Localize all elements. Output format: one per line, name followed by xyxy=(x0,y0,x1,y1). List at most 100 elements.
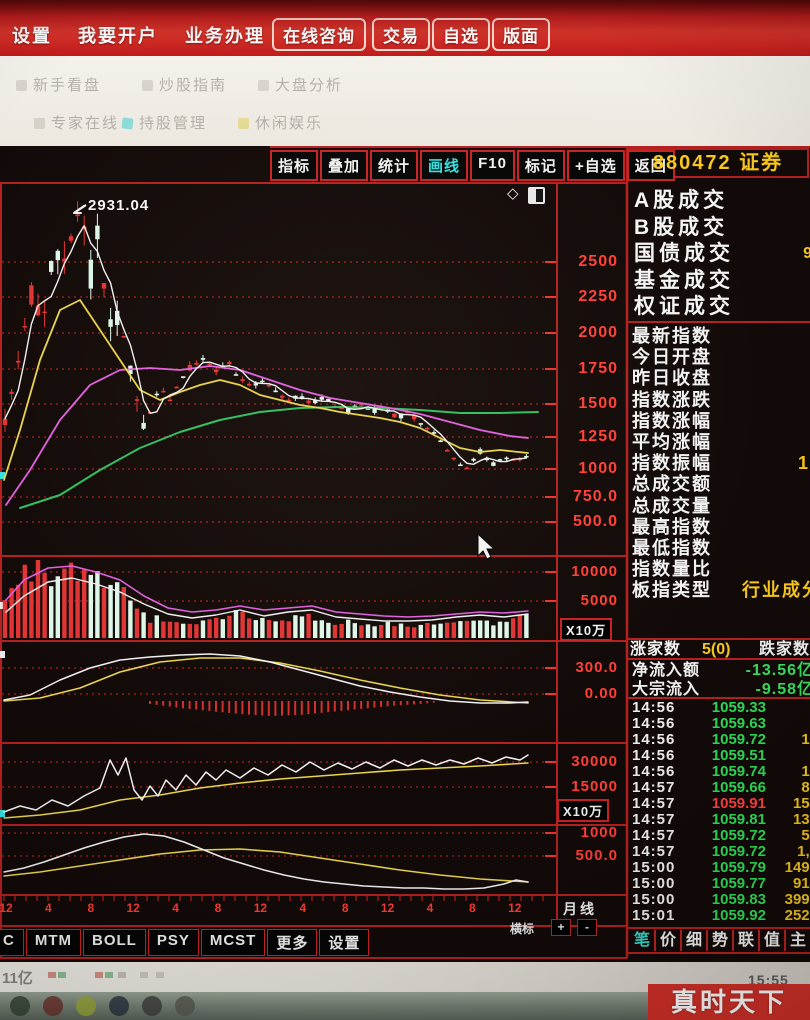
top-menu-item[interactable]: 业务办理 xyxy=(185,26,265,46)
diamond-icon[interactable]: ◇ xyxy=(507,185,519,202)
right-panel-tab[interactable]: 势 xyxy=(708,930,734,951)
taskbar-app-icon[interactable] xyxy=(175,996,195,1016)
zoom-out-button[interactable]: - xyxy=(577,919,597,936)
index-detail-row: 今日开盘 xyxy=(632,347,712,368)
x-axis-label: 4 xyxy=(45,901,52,915)
tick-volume: 914 xyxy=(792,875,810,892)
quick-menu-item[interactable]: 炒股指南 xyxy=(142,74,227,95)
quick-menu-label: 专家在线 xyxy=(51,115,120,132)
toolbar-button[interactable]: 画线 xyxy=(420,150,469,181)
tick-row[interactable]: 14:56 1059.74 15 xyxy=(632,764,810,780)
quick-menu-item[interactable]: 新手看盘 xyxy=(16,74,101,95)
tick-price: 1059.66 xyxy=(711,779,766,796)
tick-volume: 52 xyxy=(801,827,810,844)
tick-list[interactable]: 14:561059.33114:561059.63914:561059.7215… xyxy=(632,700,810,924)
top-menu-item[interactable]: 设置 xyxy=(12,26,52,46)
advancers-count: 5(0) xyxy=(702,641,731,658)
top-bar-button[interactable]: 交易 xyxy=(372,18,430,51)
x-axis-label: 8 xyxy=(341,901,349,915)
right-panel-tab[interactable]: 笔 xyxy=(630,930,656,951)
axis-label: 10000 xyxy=(571,563,618,580)
index-detail-row: 最高指数 xyxy=(632,516,712,537)
fund-flow-value: -9.58亿 xyxy=(755,681,810,698)
toolbar-button[interactable]: 叠加 xyxy=(320,150,369,181)
right-panel-tab[interactable]: 值 xyxy=(760,930,786,951)
tick-volume: 132 xyxy=(792,811,810,828)
index-detail-row: 板指类型行业成分 xyxy=(632,580,810,601)
tick-row[interactable]: 14:57 1059.81 132 xyxy=(632,812,810,828)
toolbar-button[interactable]: 指标 xyxy=(270,150,319,181)
tick-row[interactable]: 14:57 1059.91 154 xyxy=(632,796,810,812)
market-turnover-rows: A股成交 B股成交国债成交9基金成交权证成交 xyxy=(634,188,810,321)
tick-price: 1059.72 xyxy=(711,827,766,844)
top-bar-button[interactable]: 版面 xyxy=(492,18,550,51)
toolbar-button[interactable]: 标记 xyxy=(516,150,565,181)
indicator-tab[interactable]: PSY xyxy=(147,929,199,956)
index-detail-row: 最新指数 xyxy=(632,326,712,346)
tick-row[interactable]: 15:01 1059.92 2529 xyxy=(632,908,810,924)
tick-price: 1059.81 xyxy=(711,811,766,828)
indicator-tab[interactable]: 更多 xyxy=(267,929,318,956)
top-menu-item[interactable]: 我要开户 xyxy=(78,26,158,46)
tick-price: 1059.79 xyxy=(711,859,766,876)
axis-label: 750.0 xyxy=(572,488,618,505)
taskbar-app-icon[interactable] xyxy=(142,996,162,1016)
x-axis-label: 4 xyxy=(299,901,307,915)
axis-label: 500.0 xyxy=(572,513,618,530)
top-bar-button[interactable]: 在线咨询 xyxy=(272,18,366,51)
toolbar-button[interactable]: +自选 xyxy=(566,150,625,181)
zoom-in-button[interactable]: + xyxy=(551,919,571,936)
tick-time: 15:00 xyxy=(632,859,676,876)
pane-mode-button[interactable]: 横标 xyxy=(509,922,534,936)
quick-menu-item[interactable]: 专家在线 xyxy=(34,112,119,133)
indicator-tab[interactable]: 设置 xyxy=(319,929,370,956)
quick-menu-item[interactable]: 休闲娱乐 xyxy=(238,112,323,133)
index-detail-row: 指数涨幅 xyxy=(632,410,712,431)
quick-menu-panel: 新手看盘 炒股指南 大盘分析专家在线 持股管理 休闲娱乐 xyxy=(0,56,810,148)
status-index-square xyxy=(58,972,66,978)
indicator-tab[interactable]: BOLL xyxy=(83,929,146,956)
taskbar-app-icon[interactable] xyxy=(43,996,63,1016)
axis-label: 30000 xyxy=(571,753,618,770)
tick-row[interactable]: 14:56 1059.72 15 xyxy=(632,732,810,748)
right-panel-tab[interactable]: 价 xyxy=(656,930,682,951)
toolbar-button[interactable]: F10 xyxy=(470,150,515,181)
quick-menu-item[interactable]: 持股管理 xyxy=(121,112,207,133)
tick-time: 14:57 xyxy=(632,811,676,828)
indicator-tab[interactable]: C xyxy=(0,929,24,956)
tick-row[interactable]: 15:00 1059.83 3990 xyxy=(632,892,810,908)
indicator3-unit-label: X10万 xyxy=(557,799,610,822)
toolbar-button[interactable]: 统计 xyxy=(370,150,419,181)
index-detail-rows: 最新指数今日开盘昨日收盘指数涨跌指数涨幅平均涨幅指数振幅18总成交额8总成交量最… xyxy=(632,326,810,601)
right-panel-tab[interactable]: 细 xyxy=(682,930,708,951)
tick-price: 1059.72 xyxy=(711,843,766,860)
top-menu-bar: 设置 我要开户 业务办理 在线咨询 交易 自选 版面 xyxy=(0,0,810,56)
taskbar-app-icon[interactable] xyxy=(76,996,96,1016)
tick-row[interactable]: 14:57 1059.72 1,0 xyxy=(632,844,810,860)
diamond-yellow-icon xyxy=(238,118,249,129)
indicator-tab[interactable]: MTM xyxy=(25,929,81,956)
right-panel-tab[interactable]: 主 xyxy=(786,930,810,951)
axis-label: 1000 xyxy=(580,824,618,841)
tick-time: 14:56 xyxy=(632,715,676,732)
tick-price: 1059.77 xyxy=(711,875,766,892)
right-panel-tab[interactable]: 联 xyxy=(734,930,760,951)
indicator-tab[interactable]: MCST xyxy=(200,929,266,956)
taskbar-app-icon[interactable] xyxy=(109,996,129,1016)
chart-toolbar: 指标 叠加 统计 画线 F10 标记 +自选 返回 xyxy=(270,150,675,181)
tick-row[interactable]: 14:57 1059.66 89 xyxy=(632,780,810,796)
taskbar-app-icon[interactable] xyxy=(10,996,30,1016)
tick-row[interactable]: 15:00 1059.77 914 xyxy=(632,876,810,892)
quick-menu-item[interactable]: 大盘分析 xyxy=(258,74,343,95)
tick-row[interactable]: 14:57 1059.72 52 xyxy=(632,828,810,844)
period-label[interactable]: 月线 xyxy=(563,901,597,917)
split-window-icon[interactable] xyxy=(528,187,545,204)
top-bar-button[interactable]: 自选 xyxy=(432,18,490,51)
index-detail-row: 昨日收盘 xyxy=(632,368,712,389)
x-axis-label: 8 xyxy=(214,901,222,915)
status-index-square xyxy=(95,972,103,978)
